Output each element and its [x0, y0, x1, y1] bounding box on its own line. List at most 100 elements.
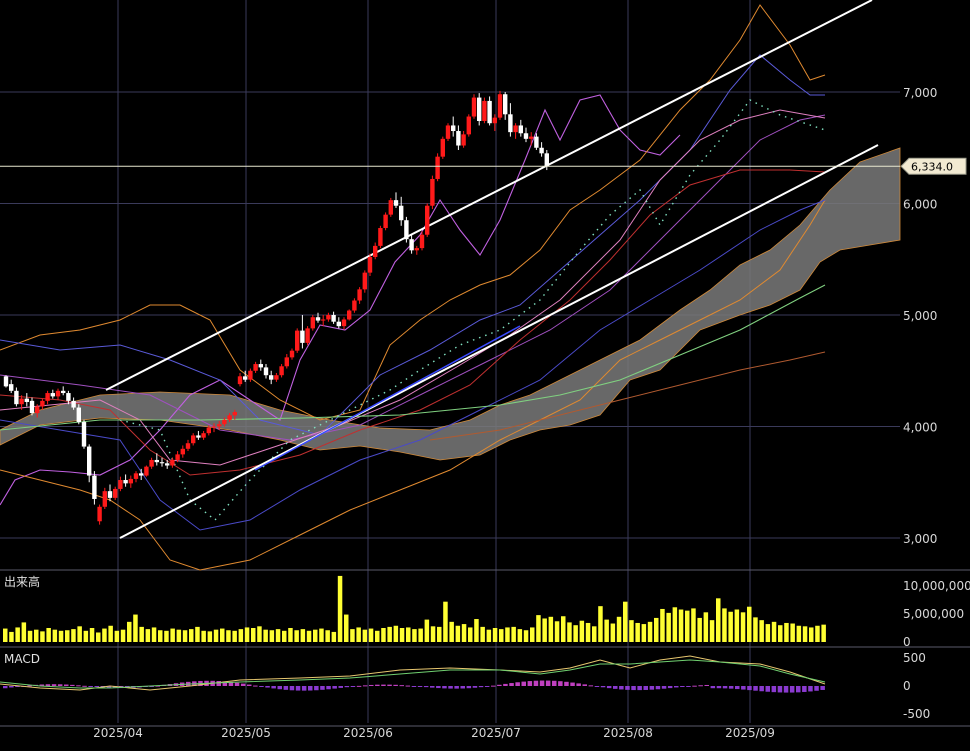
- volume-bar: [424, 619, 430, 642]
- volume-bar: [685, 610, 690, 642]
- candle-body: [388, 200, 393, 215]
- macd-histogram-bar: [484, 686, 490, 687]
- macd-histogram-bar: [814, 686, 819, 691]
- candle-body: [102, 491, 107, 507]
- volume-bar: [306, 630, 312, 642]
- macd-histogram-bar: [301, 686, 307, 691]
- candle-body: [211, 426, 217, 428]
- volume-bar: [443, 601, 448, 642]
- x-tick-label: 2025/08: [603, 726, 653, 740]
- candle: [508, 103, 513, 137]
- macd-histogram-bar: [783, 686, 789, 693]
- volume-bar: [3, 628, 8, 642]
- candle: [378, 225, 383, 249]
- macd-histogram-bar: [649, 686, 655, 690]
- volume-bar: [356, 627, 361, 642]
- volume-bar: [232, 630, 237, 642]
- volume-bar: [294, 630, 299, 642]
- x-tick-label: 2025/09: [725, 726, 775, 740]
- candle: [373, 242, 378, 260]
- candle-body: [383, 214, 388, 229]
- volume-bar: [170, 628, 175, 642]
- volume-bar: [282, 630, 287, 642]
- candle: [123, 474, 128, 487]
- volume-bar: [449, 621, 454, 642]
- price-tick-label: 6,000: [903, 198, 937, 212]
- candle-body: [191, 435, 196, 444]
- x-tick-label: 2025/04: [93, 726, 143, 740]
- macd-histogram-bar: [533, 680, 539, 686]
- candle: [128, 475, 133, 488]
- volume-bar: [505, 627, 510, 642]
- macd-histogram-bar: [222, 681, 228, 686]
- macd-histogram-bar: [570, 682, 575, 686]
- volume-bar: [34, 629, 39, 642]
- macd-histogram-bar: [820, 686, 825, 690]
- candle-body: [300, 330, 305, 343]
- candle: [113, 486, 118, 501]
- candle: [279, 364, 284, 378]
- macd-histogram-bar: [106, 686, 112, 688]
- macd-histogram-bar: [552, 680, 557, 686]
- macd-histogram-bar: [728, 686, 734, 689]
- candle: [414, 245, 419, 255]
- volume-bar: [387, 626, 392, 642]
- candle-body: [263, 367, 269, 376]
- ma-long: [0, 114, 826, 441]
- volume-bar: [381, 628, 386, 642]
- macd-histogram-bar: [216, 681, 221, 686]
- candle-body: [321, 319, 326, 321]
- volume-bar: [89, 628, 95, 642]
- candle: [19, 395, 24, 410]
- candle: [404, 216, 409, 243]
- candle: [3, 375, 9, 388]
- candle: [40, 398, 45, 410]
- macd-histogram-bar: [344, 686, 350, 688]
- macd-histogram-bar: [338, 686, 343, 688]
- candle: [451, 116, 456, 137]
- macd-histogram-bar: [393, 684, 398, 686]
- ma-300: [429, 351, 826, 441]
- price-tick-label: 3,000: [903, 532, 937, 546]
- macd-histogram-bar: [15, 686, 20, 687]
- candle: [435, 153, 440, 182]
- macd-histogram-bar: [277, 686, 282, 690]
- volume-bar: [747, 606, 752, 642]
- candle: [237, 372, 243, 387]
- candle-body: [477, 97, 482, 121]
- lagging-span-line: [0, 94, 681, 506]
- volume-bar: [368, 628, 374, 642]
- volume-bar: [71, 629, 76, 642]
- volume-bar: [672, 607, 678, 642]
- ma-mid: [0, 169, 826, 476]
- macd-histogram-bar: [625, 686, 630, 690]
- candle-body: [206, 427, 211, 434]
- macd-histogram-bar: [594, 686, 600, 687]
- candle-body: [175, 454, 180, 460]
- macd-y-axis: 500 0 -500: [903, 651, 930, 721]
- candle: [29, 397, 35, 416]
- macd-histogram-bar: [558, 681, 563, 686]
- candle-body: [373, 245, 378, 258]
- macd-histogram-bar: [45, 684, 51, 686]
- volume-bar: [561, 616, 566, 642]
- candle: [196, 430, 201, 440]
- candle-body: [497, 94, 503, 118]
- candle: [180, 445, 185, 458]
- macd-histogram-bar: [387, 684, 392, 686]
- x-tick-label: 2025/05: [221, 726, 271, 740]
- grid-lines: [0, 0, 970, 727]
- candle-body: [336, 321, 341, 327]
- volume-bar: [474, 619, 479, 642]
- macd-histogram-bar: [722, 686, 728, 689]
- macd-histogram-bar: [362, 685, 368, 687]
- volume-bar: [96, 632, 101, 642]
- volume-bar: [567, 622, 572, 642]
- volume-bar: [530, 627, 535, 642]
- macd-histogram-bar: [789, 686, 795, 693]
- volume-bar: [65, 630, 70, 642]
- volume-bar: [573, 625, 578, 642]
- candle: [154, 453, 159, 466]
- macd-histogram-bar: [521, 681, 526, 686]
- macd-histogram-bar: [320, 686, 325, 690]
